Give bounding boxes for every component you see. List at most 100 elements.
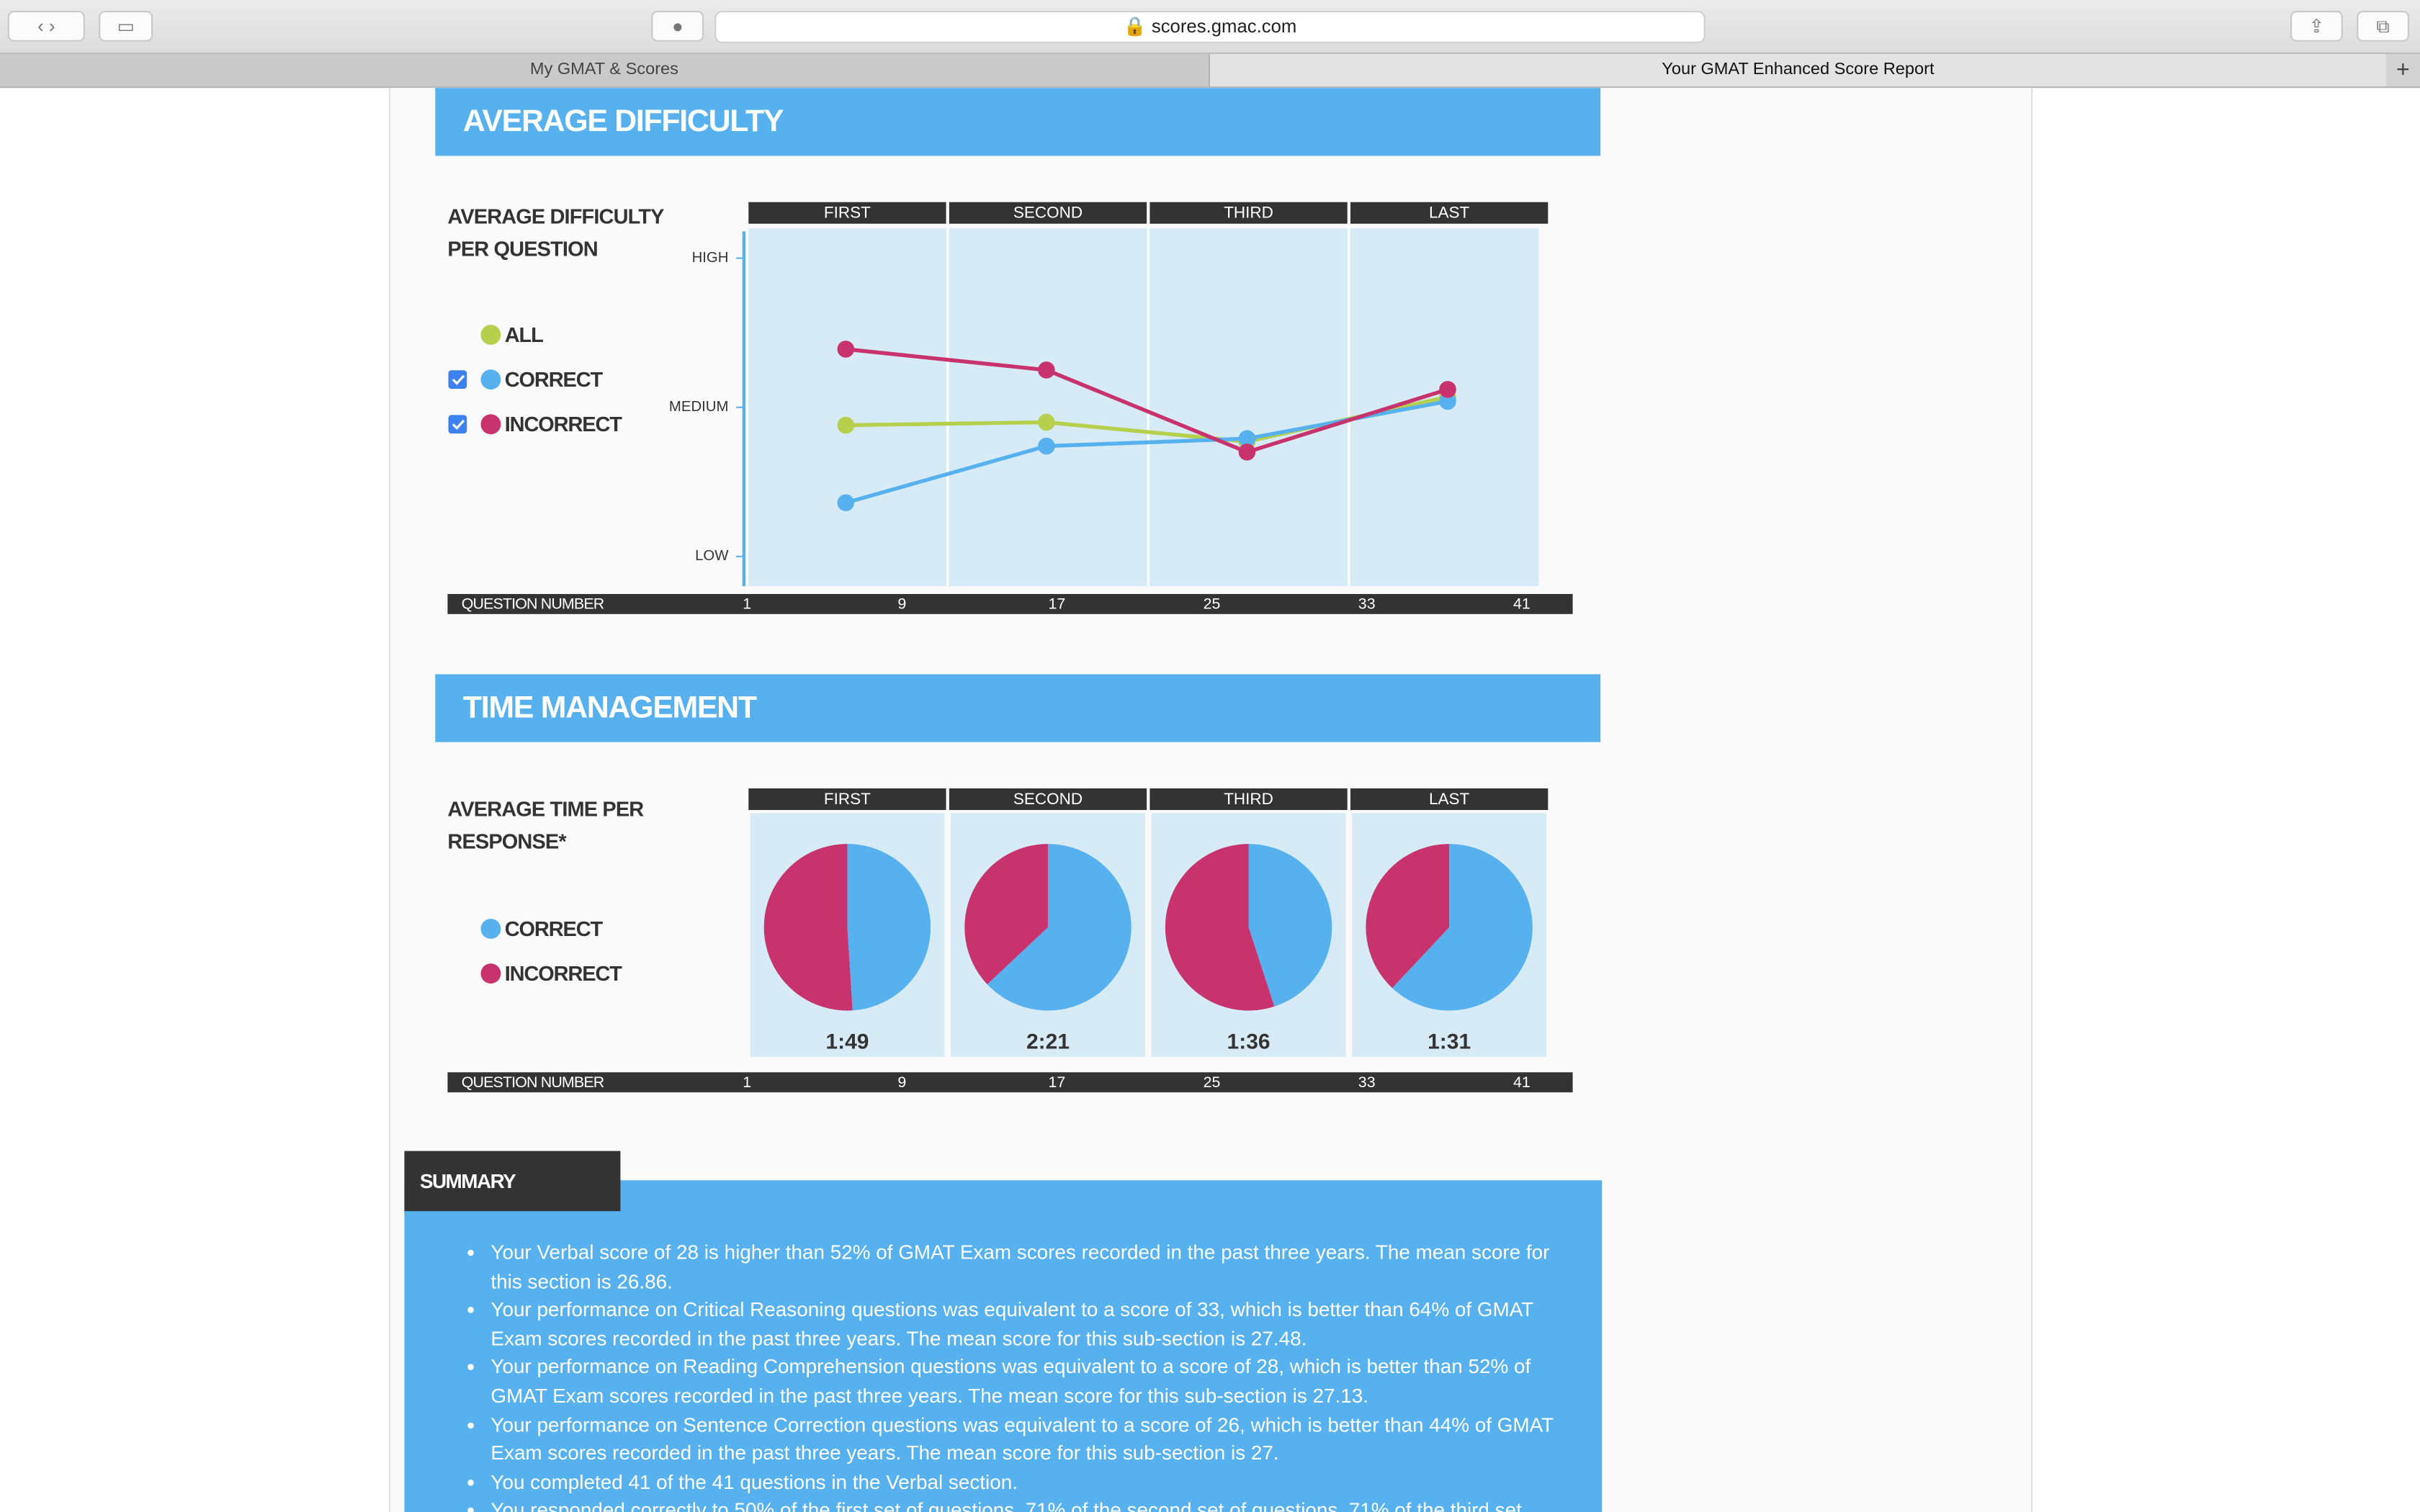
legend-label: INCORRECT (505, 963, 623, 986)
data-point (1238, 430, 1256, 447)
pie-slice (1366, 844, 1450, 989)
data-point (837, 494, 855, 512)
checkbox[interactable] (448, 370, 467, 389)
data-point (1238, 444, 1256, 461)
pie-slice (987, 844, 1131, 1011)
x-tick-label: 1 (743, 1074, 751, 1091)
legend-swatch (480, 325, 501, 345)
x-tick-label: 9 (897, 1074, 906, 1091)
x-tick-label: 33 (1358, 595, 1376, 613)
data-point (1038, 437, 1055, 455)
y-tick-label: LOW (695, 548, 729, 564)
x-tick-label: 25 (1204, 1074, 1221, 1091)
column-label: THIRD (1224, 790, 1273, 808)
column-header (748, 202, 946, 224)
column-label: THIRD (1224, 204, 1273, 222)
new-tab[interactable]: + (2396, 57, 2410, 84)
x-axis-bar (447, 594, 1573, 614)
data-point (837, 341, 855, 358)
tab[interactable]: My GMAT & Scores (0, 54, 1210, 86)
summary-item: Your performance on Critical Reasoning q… (490, 1296, 1574, 1354)
summary-box: Your Verbal score of 28 is higher than 5… (404, 1180, 1603, 1512)
summary-item: Your performance on Sentence Correction … (490, 1411, 1574, 1469)
pie-total: 1:49 (825, 1030, 869, 1053)
chart-title: AVERAGE TIME PER RESPONSE* (447, 797, 644, 853)
back-forward[interactable]: ‹ › (7, 11, 85, 42)
share-button[interactable]: ⇪ (2290, 11, 2343, 42)
pie-total: 1:31 (1428, 1030, 1471, 1053)
column-header (949, 788, 1147, 810)
data-point (1038, 413, 1055, 431)
series-line (846, 347, 1448, 454)
column-label: FIRST (824, 204, 871, 222)
x-tick-label: 1 (743, 595, 751, 613)
legend-swatch (480, 414, 501, 435)
x-axis-label: QUESTION NUMBER (462, 595, 604, 613)
sidebar-button[interactable]: ▭ (99, 11, 153, 42)
x-tick-label: 41 (1513, 1074, 1531, 1091)
column-header (1150, 788, 1348, 810)
pie-total: 2:21 (1026, 1030, 1070, 1053)
extension-button[interactable]: ● (651, 11, 704, 42)
section-heading: TIME MANAGEMENT (435, 674, 1601, 742)
summary-item: Your Verbal score of 28 is higher than 5… (490, 1239, 1574, 1297)
x-axis-label: QUESTION NUMBER (462, 1074, 604, 1091)
x-tick-label: 25 (1204, 595, 1221, 613)
column-header (1350, 788, 1549, 810)
column-header (1150, 202, 1348, 224)
pie-slice (964, 844, 1048, 985)
column-header (748, 788, 946, 810)
data-point (1439, 392, 1456, 410)
url: scores.gmac.com (1151, 15, 1297, 37)
pie-total: 1:36 (1227, 1030, 1270, 1053)
summary-title: SUMMARY (404, 1151, 621, 1212)
x-axis-bar (447, 1072, 1573, 1093)
column-label: SECOND (1013, 790, 1083, 808)
chart-title: AVERAGE DIFFICULTY PER QUESTION (447, 205, 664, 261)
column-header (949, 202, 1147, 224)
column-label: FIRST (824, 790, 871, 808)
legend-label: CORRECT (505, 369, 604, 392)
column-label: LAST (1429, 790, 1470, 808)
checkbox[interactable] (448, 415, 467, 434)
x-tick-label: 17 (1049, 595, 1066, 613)
address-bar[interactable]: 🔒 scores.gmac.com (714, 11, 1706, 43)
checkmark (452, 419, 465, 430)
x-tick-label: 9 (897, 595, 906, 613)
tab-bar: My GMAT & Scores Your GMAT Enhanced Scor… (0, 54, 2420, 89)
section-heading: AVERAGE DIFFICULTY (435, 88, 1601, 156)
y-tick-label: MEDIUM (669, 399, 729, 415)
data-point (1038, 361, 1055, 379)
x-tick-label: 41 (1513, 595, 1531, 613)
summary-list: Your Verbal score of 28 is higher than 5… (404, 1180, 1602, 1512)
y-tick-label: HIGH (692, 250, 729, 266)
legend-label: INCORRECT (505, 413, 623, 436)
summary-item: You completed 41 of the 41 questions in … (490, 1468, 1574, 1497)
x-tick-label: 33 (1358, 1074, 1376, 1091)
legend-swatch (480, 369, 501, 390)
pie-slice (1248, 844, 1332, 1007)
tab[interactable]: Your GMAT Enhanced Score Report (1210, 54, 2386, 86)
x-tick-label: 17 (1049, 1074, 1066, 1091)
column-label: SECOND (1013, 204, 1083, 222)
toolbar: ‹ › ▭ ● 🔒 scores.gmac.com ⇪ ⧉ (0, 0, 2420, 54)
pie-slice (1392, 844, 1533, 1011)
column-header (1350, 202, 1549, 224)
pie-slice (847, 844, 931, 1011)
data-point (837, 416, 855, 434)
legend-label: CORRECT (505, 918, 604, 941)
legend-swatch (480, 963, 501, 984)
pie-slice (1165, 844, 1275, 1011)
column-label: LAST (1429, 204, 1470, 222)
legend-swatch (480, 919, 501, 939)
tabs-button[interactable]: ⧉ (2357, 11, 2409, 42)
checkmark (452, 374, 465, 385)
summary-item: You responded correctly to 50% of the fi… (490, 1497, 1574, 1512)
legend-label: ALL (505, 324, 543, 347)
pie-slice (763, 844, 853, 1011)
data-point (1439, 381, 1456, 398)
summary-item: Your performance on Reading Comprehensio… (490, 1354, 1574, 1411)
